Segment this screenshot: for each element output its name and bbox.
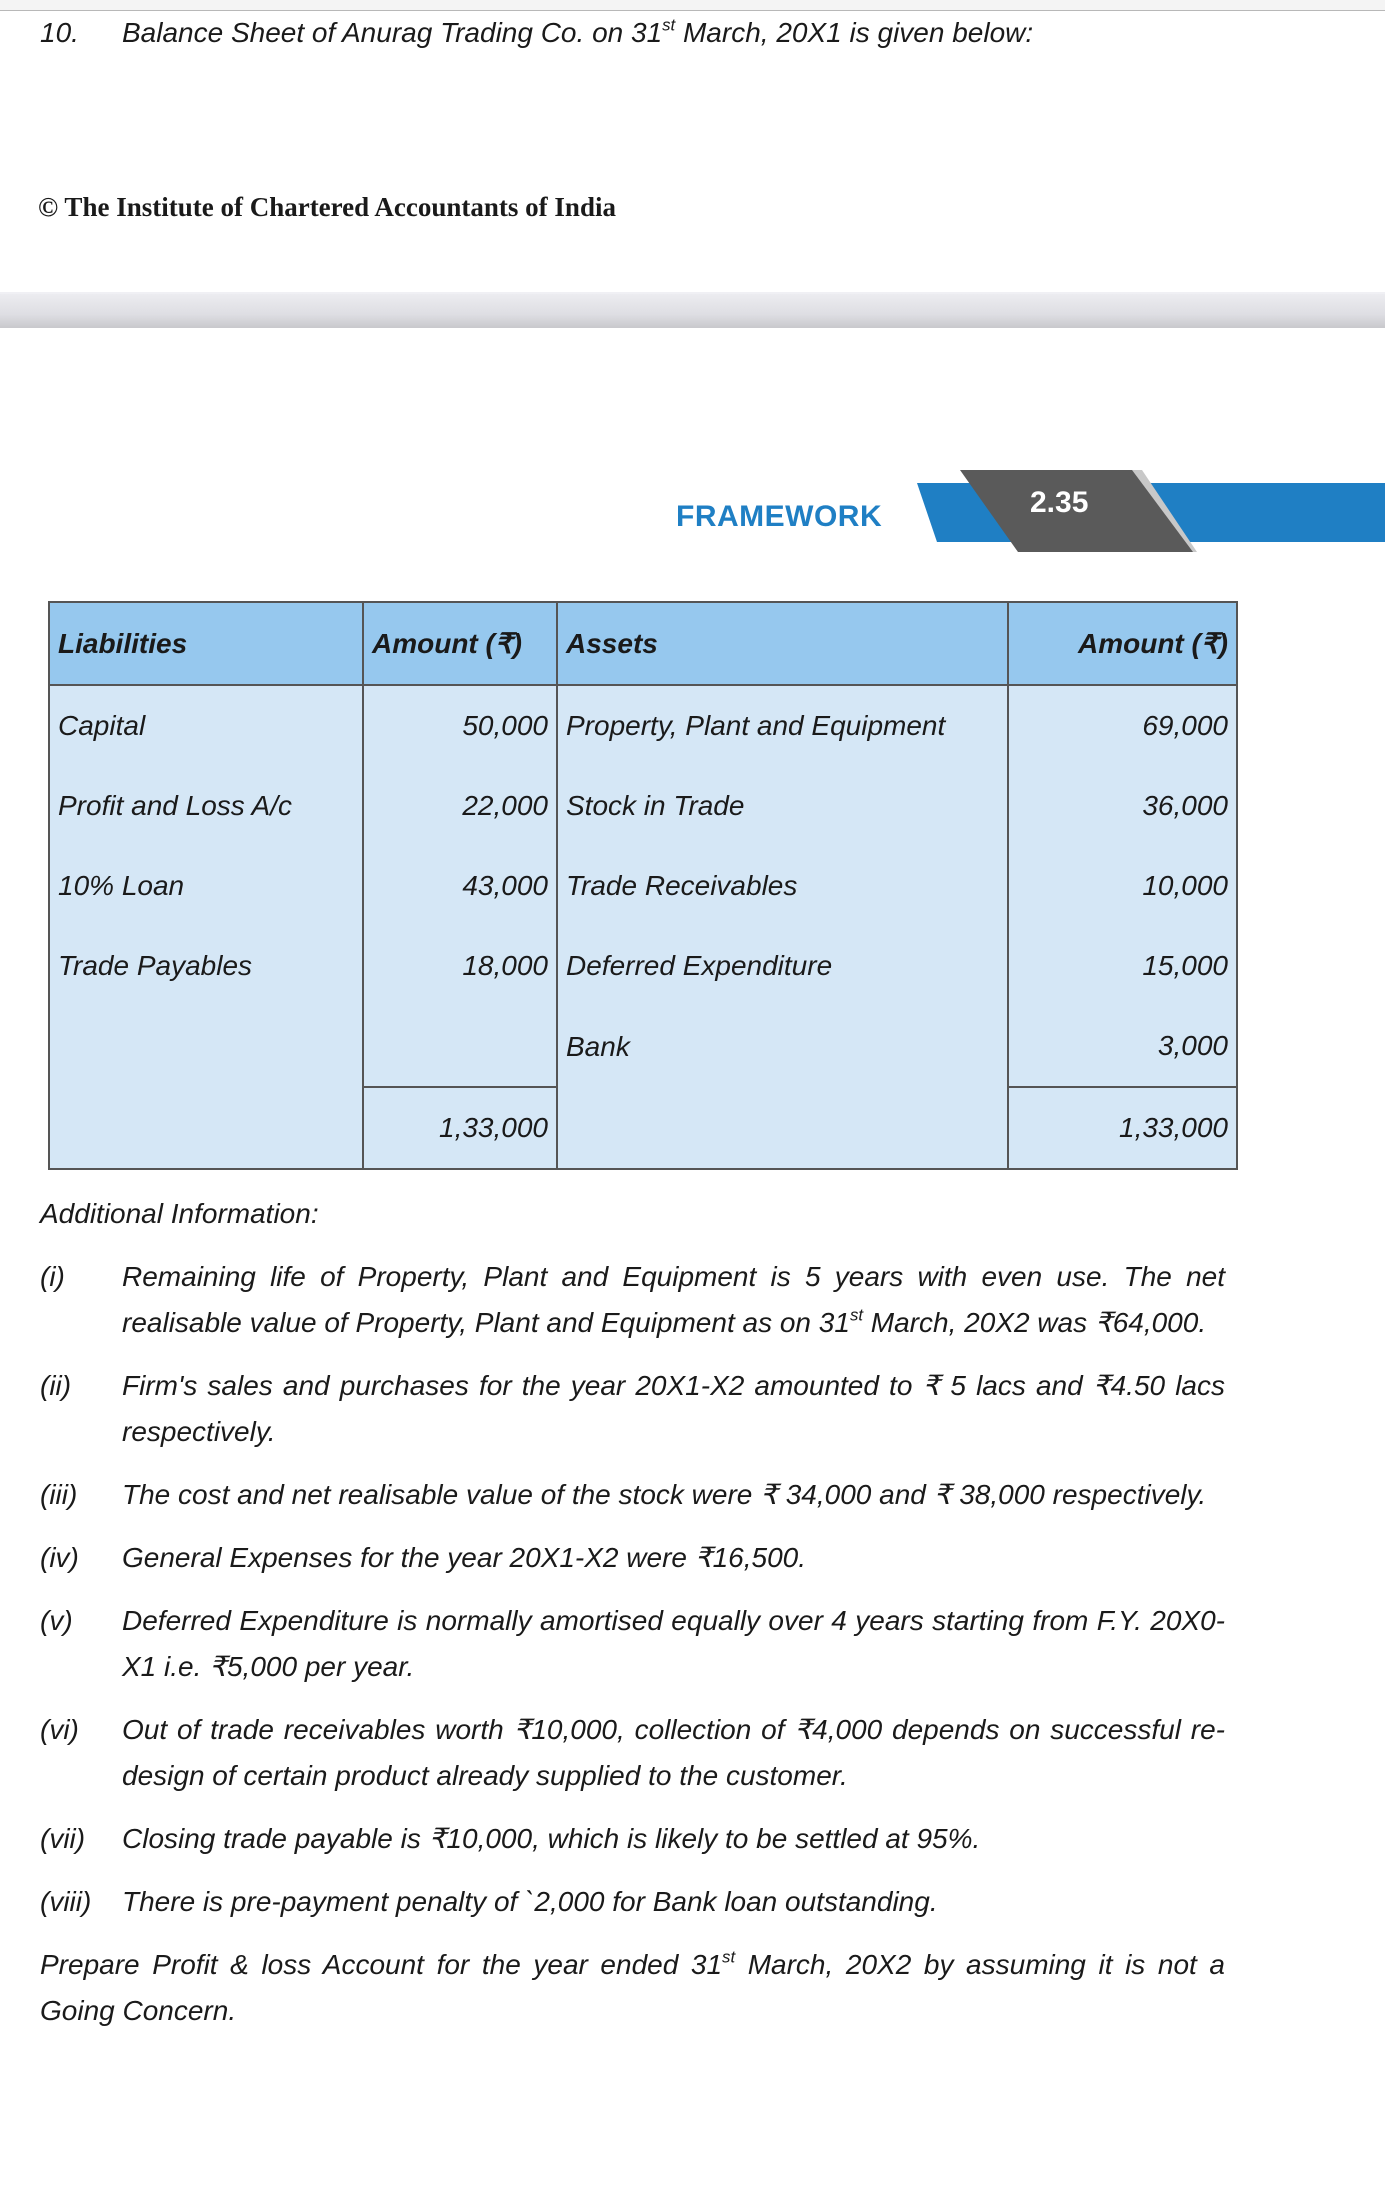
liability-name xyxy=(48,1006,364,1087)
header-liabilities: Liabilities xyxy=(48,601,364,686)
liability-amount: 18,000 xyxy=(362,926,558,1006)
asset-name: Stock in Trade xyxy=(556,766,1009,846)
asset-name: Property, Plant and Equipment xyxy=(556,685,1009,766)
balance-sheet-table: Liabilities Amount (₹) Assets Amount (₹)… xyxy=(48,601,1238,1170)
liability-name: Capital xyxy=(48,685,364,766)
instruction-text: Prepare Profit & loss Account for the ye… xyxy=(40,1947,1225,2026)
asset-name: Trade Receivables xyxy=(556,846,1009,926)
liability-amount: 50,000 xyxy=(362,685,558,766)
liability-amount xyxy=(362,1006,558,1087)
info-item: (viii) There is pre-payment penalty of `2… xyxy=(40,1886,938,1917)
header-amount: Amount (₹) xyxy=(1007,601,1238,686)
info-item: (iv) General Expenses for the year 20X1-X… xyxy=(40,1542,806,1573)
additional-info-list: (i) Remaining life of Property, Plant and… xyxy=(40,1254,1225,2034)
question-number: 10. xyxy=(40,17,79,48)
top-divider xyxy=(0,0,1385,11)
liabilities-total: 1,33,000 xyxy=(362,1086,558,1170)
liability-name: Trade Payables xyxy=(48,926,364,1006)
info-item: (vi) Out of trade receivables worth ₹10,0… xyxy=(40,1714,1225,1791)
liability-name: 10% Loan xyxy=(48,846,364,926)
info-item: (vii) Closing trade payable is ₹10,000, w… xyxy=(40,1823,981,1854)
asset-amount: 15,000 xyxy=(1007,926,1238,1006)
totals-row: 1,33,000 1,33,000 xyxy=(48,1086,1238,1170)
assets-total: 1,33,000 xyxy=(1007,1086,1238,1170)
info-item: (v) Deferred Expenditure is normally amor… xyxy=(40,1605,1225,1682)
header-amount: Amount (₹) xyxy=(362,601,558,686)
additional-info-heading: Additional Information: xyxy=(40,1198,319,1229)
section-label: FRAMEWORK xyxy=(676,500,883,533)
asset-amount: 69,000 xyxy=(1007,685,1238,766)
info-item: (ii) Firm's sales and purchases for the y… xyxy=(40,1370,1225,1447)
table-row: Capital 50,000 Property, Plant and Equip… xyxy=(48,685,1238,766)
asset-name: Deferred Expenditure xyxy=(556,926,1009,1006)
asset-name: Bank xyxy=(556,1006,1009,1087)
page-number: 2.35 xyxy=(1030,486,1089,519)
table-row: 10% Loan 43,000 Trade Receivables 10,000 xyxy=(48,846,1238,926)
table-row: Profit and Loss A/c 22,000 Stock in Trad… xyxy=(48,766,1238,846)
info-item: (iii) The cost and net realisable value o… xyxy=(40,1479,1207,1510)
asset-amount: 10,000 xyxy=(1007,846,1238,926)
copyright-notice: © The Institute of Chartered Accountants… xyxy=(38,192,616,222)
table-row: Bank 3,000 xyxy=(48,1006,1238,1087)
header-assets: Assets xyxy=(556,601,1009,686)
page-separator xyxy=(0,292,1385,328)
table-header-row: Liabilities Amount (₹) Assets Amount (₹) xyxy=(48,601,1238,686)
info-item: (i) Remaining life of Property, Plant and… xyxy=(40,1261,1225,1338)
asset-amount: 3,000 xyxy=(1007,1006,1238,1087)
asset-amount: 36,000 xyxy=(1007,766,1238,846)
liability-amount: 22,000 xyxy=(362,766,558,846)
liability-amount: 43,000 xyxy=(362,846,558,926)
question-title: 10. Balance Sheet of Anurag Trading Co. o… xyxy=(40,15,1034,48)
liability-name: Profit and Loss A/c xyxy=(48,766,364,846)
liability-total-label xyxy=(48,1087,364,1170)
asset-total-label xyxy=(556,1087,1009,1170)
table-row: Trade Payables 18,000 Deferred Expenditu… xyxy=(48,926,1238,1006)
